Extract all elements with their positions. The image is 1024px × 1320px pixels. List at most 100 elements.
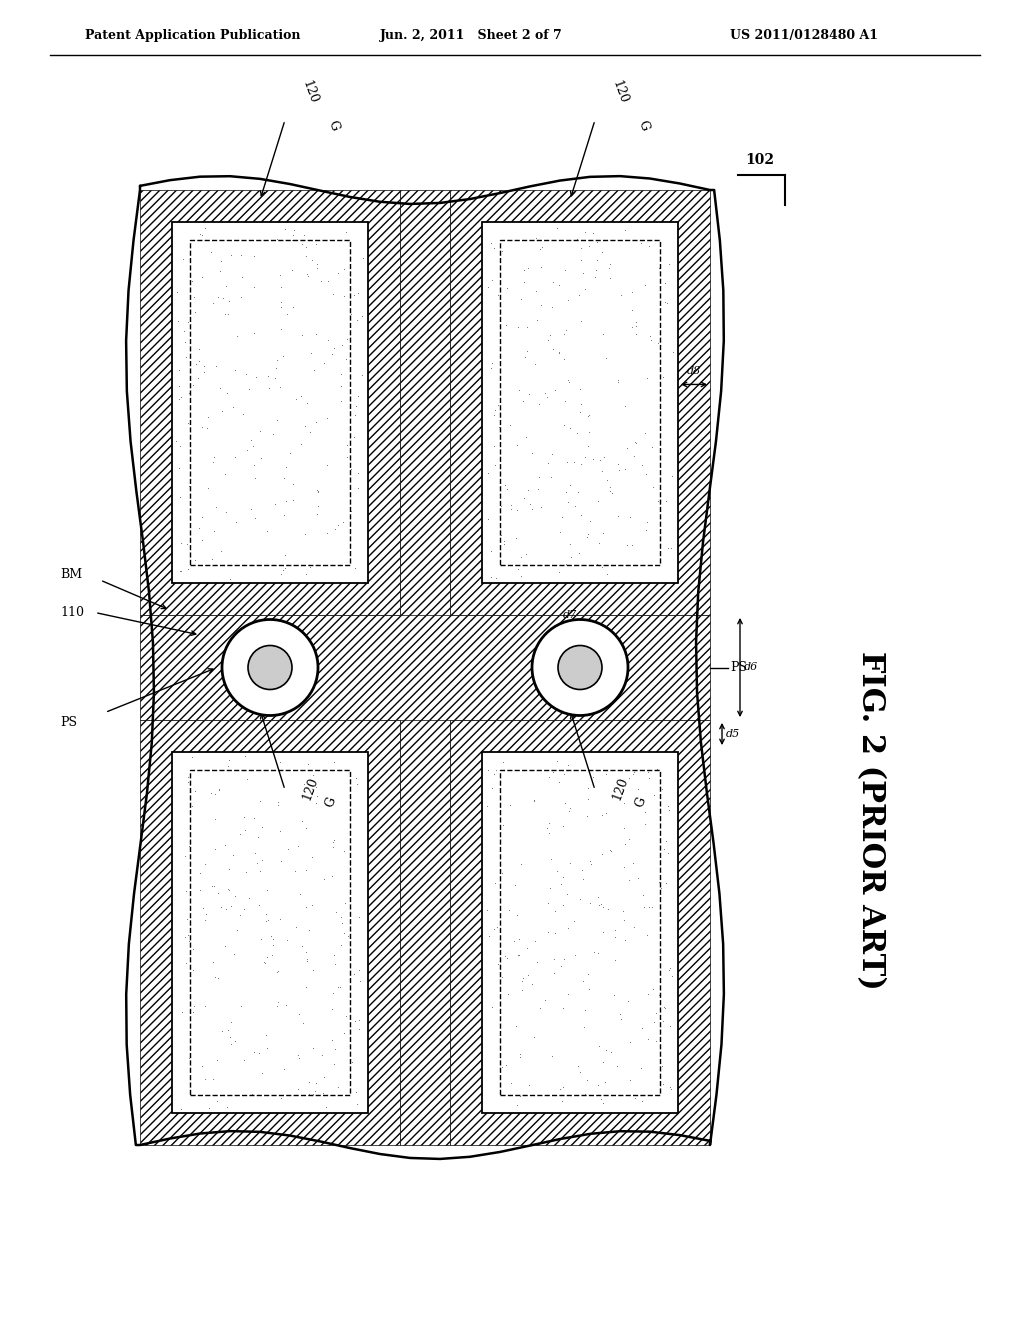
Point xyxy=(603,1041,620,1063)
Point xyxy=(547,923,563,944)
Point xyxy=(599,564,615,585)
Point xyxy=(178,953,195,974)
Point xyxy=(569,480,586,502)
Point xyxy=(316,352,333,374)
Point xyxy=(516,271,532,292)
Point xyxy=(325,982,341,1003)
Point xyxy=(238,862,254,883)
Point xyxy=(342,854,358,875)
Point xyxy=(582,850,598,871)
Point xyxy=(201,478,217,499)
Text: 110: 110 xyxy=(60,606,84,619)
Point xyxy=(566,945,583,966)
Point xyxy=(284,260,300,281)
Point xyxy=(179,533,196,554)
Point xyxy=(304,764,321,785)
Point xyxy=(490,395,507,416)
Point xyxy=(274,346,291,367)
Point xyxy=(336,892,352,913)
Point xyxy=(194,267,210,288)
Point xyxy=(264,935,281,956)
Point xyxy=(541,812,557,833)
Point xyxy=(193,223,209,244)
Point xyxy=(184,939,201,960)
Point xyxy=(341,268,357,289)
Point xyxy=(221,858,238,879)
Point xyxy=(170,310,186,331)
Point xyxy=(659,796,676,817)
Point xyxy=(495,966,511,987)
Point xyxy=(595,1052,611,1073)
Point xyxy=(590,942,606,964)
Point xyxy=(655,997,672,1018)
Point xyxy=(275,1059,292,1080)
Point xyxy=(332,977,348,998)
Point xyxy=(494,524,510,545)
Point xyxy=(208,355,224,376)
Point xyxy=(483,997,500,1018)
Point xyxy=(622,507,638,528)
Point xyxy=(175,249,191,271)
Point xyxy=(185,375,202,396)
Point xyxy=(348,1081,365,1102)
Point xyxy=(298,817,314,838)
Point xyxy=(561,853,578,874)
Point xyxy=(191,351,208,372)
Point xyxy=(336,1022,352,1043)
Point xyxy=(233,267,250,288)
Point xyxy=(234,404,251,425)
Point xyxy=(181,477,198,498)
Point xyxy=(207,838,223,859)
Point xyxy=(213,1020,229,1041)
Point xyxy=(264,424,281,445)
Point xyxy=(552,1078,568,1100)
Point xyxy=(512,1085,528,1106)
Point xyxy=(326,837,342,858)
Point xyxy=(577,1084,593,1105)
Point xyxy=(187,302,204,323)
Point xyxy=(176,319,193,341)
Point xyxy=(636,896,652,917)
Point xyxy=(515,968,531,989)
Point xyxy=(547,379,563,400)
Point xyxy=(497,475,513,496)
Point xyxy=(572,378,589,399)
Point xyxy=(594,242,610,263)
Point xyxy=(593,1089,609,1110)
Point xyxy=(601,840,617,861)
Point xyxy=(254,817,270,838)
Point xyxy=(579,527,595,548)
Point xyxy=(560,370,577,391)
Point xyxy=(503,499,519,520)
Point xyxy=(298,896,314,917)
Point xyxy=(319,329,336,350)
Point xyxy=(249,853,265,874)
Point xyxy=(226,446,243,467)
Point xyxy=(571,888,588,909)
Point xyxy=(298,236,314,257)
Point xyxy=(545,762,561,783)
Point xyxy=(177,927,194,948)
Point xyxy=(492,866,508,887)
Point xyxy=(326,751,342,772)
Point xyxy=(223,244,240,265)
Point xyxy=(285,224,301,246)
Point xyxy=(516,488,532,510)
Point xyxy=(527,931,544,952)
Point xyxy=(295,1012,311,1034)
Point xyxy=(241,379,257,400)
Point xyxy=(185,960,202,981)
Point xyxy=(506,931,522,952)
Point xyxy=(246,246,262,267)
Point xyxy=(513,546,529,568)
Point xyxy=(327,953,343,974)
Point xyxy=(539,387,555,408)
Point xyxy=(345,426,361,447)
Point xyxy=(309,785,326,807)
Point xyxy=(226,1031,243,1052)
Point xyxy=(334,912,350,933)
Point xyxy=(557,792,573,813)
Point xyxy=(218,383,234,404)
Point xyxy=(269,995,286,1016)
Point xyxy=(524,498,541,519)
